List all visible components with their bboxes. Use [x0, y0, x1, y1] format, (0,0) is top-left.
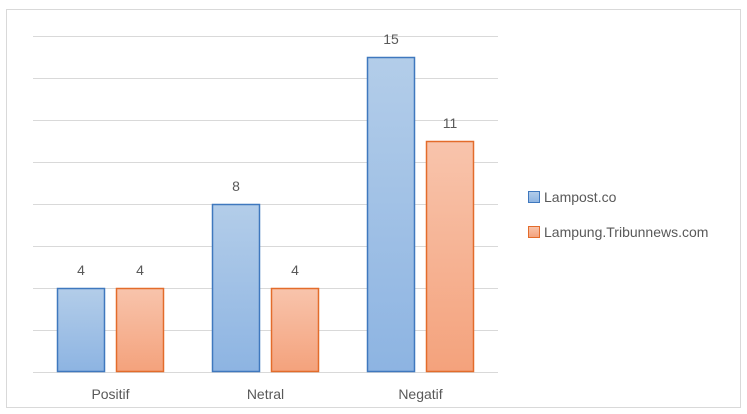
- category-axis: Positif Netral Negatif: [91, 386, 442, 402]
- bars: [56, 56, 475, 373]
- data-label: 15: [383, 31, 399, 47]
- bar-Lampost.co-Netral: [211, 203, 261, 373]
- legend: Lampost.co Lampung.Tribunnews.com: [528, 189, 708, 240]
- data-labels: 4 4 8 4 15 11: [77, 31, 457, 278]
- data-label: 11: [443, 115, 458, 131]
- bar-Lampung.Tribunnews.com-Netral: [270, 287, 320, 373]
- legend-label: Lampung.Tribunnews.com: [544, 224, 708, 240]
- bar-Lampung.Tribunnews.com-Negatif: [425, 140, 475, 373]
- bar-Lampost.co-Positif: [56, 287, 106, 373]
- data-label: 8: [232, 178, 240, 194]
- category-label: Negatif: [398, 386, 442, 402]
- legend-swatch: [528, 191, 540, 203]
- gridlines: [33, 36, 498, 373]
- data-label: 4: [291, 262, 299, 278]
- bar-Lampost.co-Negatif: [366, 56, 416, 373]
- data-label: 4: [77, 262, 85, 278]
- category-label: Positif: [91, 386, 129, 402]
- data-label: 4: [136, 262, 144, 278]
- legend-swatch: [528, 226, 540, 238]
- bar-Lampung.Tribunnews.com-Positif: [115, 287, 165, 373]
- category-label: Netral: [247, 386, 284, 402]
- legend-label: Lampost.co: [544, 189, 617, 205]
